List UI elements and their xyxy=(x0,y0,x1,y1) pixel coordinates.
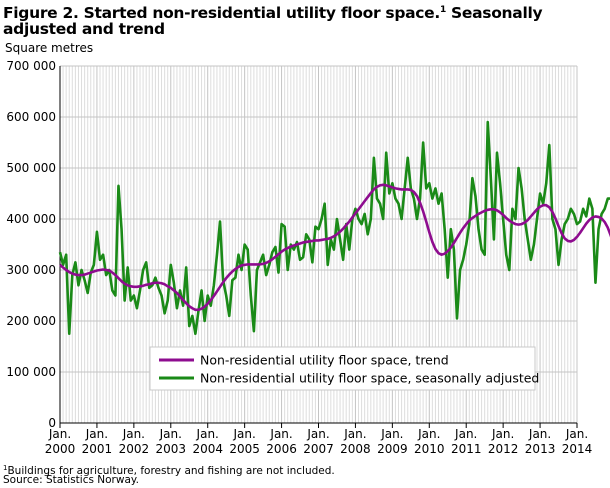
x-tick-label-month: Jan. xyxy=(48,427,71,441)
x-tick-label-month: Jan. xyxy=(454,427,477,441)
title-main: Figure 2. Started non-residential utilit… xyxy=(3,4,440,22)
x-tick-label-year: 2002 xyxy=(119,442,150,456)
x-tick-label-year: 2008 xyxy=(340,442,371,456)
y-tick-label: 600 000 xyxy=(6,110,56,124)
y-tick-label: 300 000 xyxy=(6,263,56,277)
chart-title: Figure 2. Started non-residential utilit… xyxy=(3,2,607,37)
footnote-marker: 1 xyxy=(3,464,8,472)
x-tick-label-year: 2014 xyxy=(562,442,593,456)
y-tick-label: 500 000 xyxy=(6,161,56,175)
x-tick-label-year: 2009 xyxy=(377,442,408,456)
y-tick-label: 700 000 xyxy=(6,59,56,73)
x-tick-label-month: Jan. xyxy=(196,427,219,441)
x-tick-label-year: 2000 xyxy=(45,442,76,456)
x-tick-label-month: Jan. xyxy=(343,427,366,441)
series-line-seasonally-adjusted xyxy=(58,120,610,336)
footnote: 1Buildings for agriculture, forestry and… xyxy=(3,462,335,477)
x-tick-label-month: Jan. xyxy=(159,427,182,441)
x-tick-label-year: 2012 xyxy=(488,442,519,456)
y-tick-label: 400 000 xyxy=(6,212,56,226)
x-tick-label-month: Jan. xyxy=(85,427,108,441)
x-tick-label-year: 2010 xyxy=(414,442,445,456)
x-tick-label-year: 2001 xyxy=(82,442,113,456)
y-tick-label: 200 000 xyxy=(6,314,56,328)
footnote-text: Buildings for agriculture, forestry and … xyxy=(7,465,335,477)
series-line-trend xyxy=(59,183,610,312)
x-tick-label-year: 2013 xyxy=(525,442,556,456)
source-note: Source: Statistics Norway. xyxy=(3,474,139,486)
x-tick-label-month: Jan. xyxy=(232,427,255,441)
x-tick-label-year: 2006 xyxy=(266,442,297,456)
x-tick-label-year: 2004 xyxy=(192,442,223,456)
x-tick-label-month: Jan. xyxy=(380,427,403,441)
x-tick-label-month: Jan. xyxy=(528,427,551,441)
y-tick-label: 0 xyxy=(48,416,56,430)
title-footnote-marker: 1 xyxy=(439,5,446,15)
title-rest: Seasonally adjusted and trend xyxy=(3,4,543,38)
x-tick-label-month: Jan. xyxy=(122,427,145,441)
x-tick-label-year: 2005 xyxy=(229,442,260,456)
legend-label: Non-residential utility floor space, sea… xyxy=(200,371,539,386)
x-tick-label-month: Jan. xyxy=(306,427,329,441)
x-tick-label-year: 2007 xyxy=(303,442,334,456)
x-tick-label-year: 2003 xyxy=(156,442,187,456)
x-tick-label-month: Jan. xyxy=(417,427,440,441)
x-tick-label-month: Jan. xyxy=(565,427,588,441)
legend-label: Non-residential utility floor space, tre… xyxy=(200,353,449,368)
x-tick-label-month: Jan. xyxy=(269,427,292,441)
y-axis-label: Square metres xyxy=(5,41,94,55)
x-tick-label-year: 2011 xyxy=(451,442,482,456)
legend-box xyxy=(149,346,536,391)
y-tick-label: 100 000 xyxy=(6,365,56,379)
x-tick-label-month: Jan. xyxy=(491,427,514,441)
